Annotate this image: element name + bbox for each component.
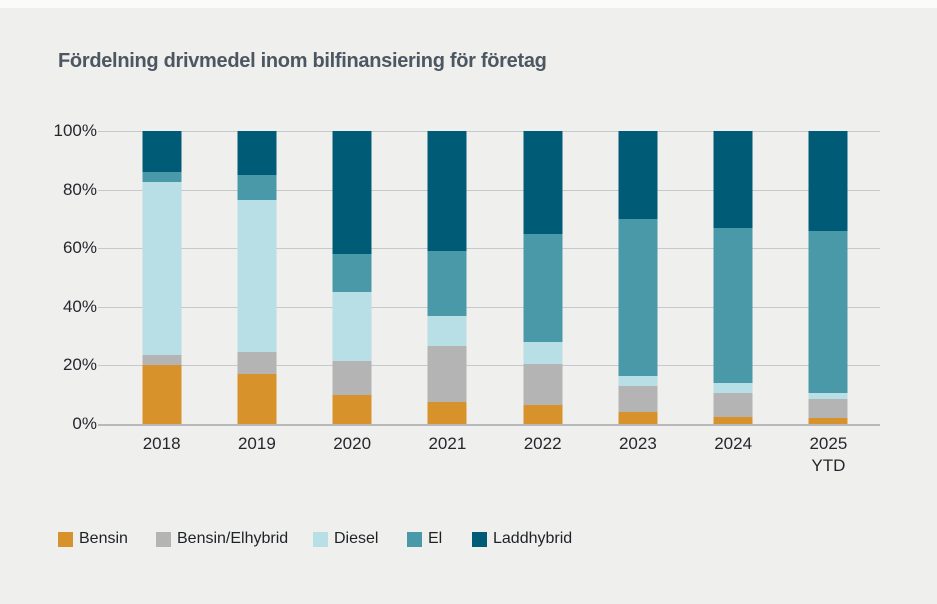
bar-segment-diesel-2023[interactable]: [618, 375, 658, 386]
x-axis-label: 2024: [714, 434, 753, 453]
bar-segment-bensin-2024[interactable]: [713, 416, 753, 424]
legend-item-bensin[interactable]: Bensin: [58, 530, 128, 548]
chart-title: Fördelning drivmedel inom bilfinansierin…: [58, 50, 547, 72]
x-axis-label: 2021: [428, 434, 467, 453]
gridline: [98, 248, 880, 250]
bar-2023: [618, 131, 658, 424]
legend-swatch: [407, 531, 422, 547]
bar-segment-bensin-elhybrid-2024[interactable]: [713, 393, 753, 417]
bar-segment-diesel-2020[interactable]: [332, 292, 372, 362]
bar-segment-bensin-elhybrid-2022[interactable]: [523, 363, 563, 405]
gridline: [98, 306, 880, 308]
bar-segment-diesel-2021[interactable]: [427, 315, 467, 347]
bar-segment-bensin-elhybrid-2019[interactable]: [237, 352, 277, 375]
bar-2020: [332, 131, 372, 424]
bar-segment-bensin-2019[interactable]: [237, 374, 277, 424]
x-axis-label: 2018: [142, 434, 181, 453]
bar-2021: [427, 131, 467, 424]
bar-segment-el-2024[interactable]: [713, 227, 753, 383]
bar-segment-el-2020[interactable]: [332, 254, 372, 293]
y-axis: 0% 20% 40% 60% 80% 100%: [0, 121, 97, 433]
x-axis-label: 2025 YTD: [809, 434, 848, 475]
bar-segment-laddhybrid-2019[interactable]: [237, 131, 277, 175]
bar-segment-laddhybrid-2025[interactable]: [808, 131, 848, 231]
y-axis-label: 20%: [62, 355, 97, 375]
bar-segment-el-2018[interactable]: [142, 172, 182, 183]
legend-label: El: [428, 530, 443, 547]
bar-segment-el-2025[interactable]: [808, 230, 848, 394]
bar-segment-diesel-2019[interactable]: [237, 199, 277, 353]
y-axis-label: 0%: [72, 414, 97, 433]
legend-item-laddhybrid[interactable]: Laddhybrid: [472, 530, 572, 548]
bar-segment-bensin-2025[interactable]: [808, 418, 848, 424]
legend-swatch: [313, 531, 328, 547]
legend-label: Bensin/Elhybrid: [177, 530, 289, 547]
gridline: [98, 131, 880, 132]
legend-item-bensin-elhybrid[interactable]: Bensin/Elhybrid: [156, 530, 288, 548]
gridline: [98, 424, 880, 426]
bar-segment-bensin-elhybrid-2020[interactable]: [332, 361, 372, 395]
bars-layer: [114, 131, 876, 424]
legend: Bensin Bensin/Elhybrid Diesel El Laddhybrid: [0, 530, 937, 552]
bar-segment-bensin-elhybrid-2025[interactable]: [808, 399, 848, 419]
bar-segment-el-2022[interactable]: [523, 233, 563, 342]
plot-area: [98, 131, 880, 426]
legend-item-el[interactable]: El: [407, 530, 442, 548]
bar-segment-laddhybrid-2023[interactable]: [618, 131, 658, 219]
x-axis-label: 2019: [237, 434, 276, 453]
bar-2024: [713, 131, 753, 424]
y-axis-label: 60%: [62, 238, 97, 258]
y-axis-label: 100%: [53, 121, 97, 140]
legend-swatch: [156, 531, 171, 547]
bar-segment-bensin-2020[interactable]: [332, 394, 372, 424]
bar-segment-el-2021[interactable]: [427, 251, 467, 316]
bar-segment-diesel-2022[interactable]: [523, 341, 563, 364]
x-axis-label: 2020: [333, 434, 372, 453]
legend-swatch: [58, 531, 73, 547]
bar-segment-laddhybrid-2024[interactable]: [713, 131, 753, 228]
bar-segment-laddhybrid-2022[interactable]: [523, 131, 563, 234]
bar-2022: [523, 131, 563, 424]
bar-segment-bensin-2023[interactable]: [618, 412, 658, 424]
top-strip: [0, 0, 937, 8]
bar-segment-bensin-elhybrid-2018[interactable]: [142, 355, 182, 366]
bar-2025-ytd: [808, 131, 848, 424]
x-axis: 2018 2019 2020 2021 2022 2023 2024 2025 YTD: [114, 433, 876, 483]
bar-2018: [142, 131, 182, 424]
legend-label: Bensin: [79, 530, 128, 547]
bar-segment-laddhybrid-2020[interactable]: [332, 131, 372, 255]
bar-segment-bensin-2018[interactable]: [142, 365, 182, 424]
legend-label: Diesel: [334, 530, 379, 547]
x-axis-label: 2022: [523, 434, 562, 453]
bar-segment-bensin-elhybrid-2023[interactable]: [618, 385, 658, 413]
y-axis-label: 40%: [62, 296, 97, 316]
bar-2019: [237, 131, 277, 424]
legend-label: Laddhybrid: [493, 530, 573, 547]
bar-segment-bensin-2021[interactable]: [427, 402, 467, 424]
bar-segment-bensin-2022[interactable]: [523, 404, 563, 424]
bar-segment-laddhybrid-2021[interactable]: [427, 131, 467, 252]
bar-segment-diesel-2024[interactable]: [713, 383, 753, 394]
x-axis-label: 2023: [618, 434, 657, 453]
bar-segment-laddhybrid-2018[interactable]: [142, 131, 182, 173]
bar-segment-el-2023[interactable]: [618, 218, 658, 376]
gridline: [98, 365, 880, 367]
gridline: [98, 189, 880, 191]
bar-segment-diesel-2025[interactable]: [808, 393, 848, 400]
legend-item-diesel[interactable]: Diesel: [313, 530, 378, 548]
bar-segment-bensin-elhybrid-2021[interactable]: [427, 346, 467, 403]
bar-segment-diesel-2018[interactable]: [142, 182, 182, 356]
y-axis-label: 80%: [62, 179, 97, 199]
legend-swatch: [472, 531, 487, 547]
bar-segment-el-2019[interactable]: [237, 174, 277, 200]
